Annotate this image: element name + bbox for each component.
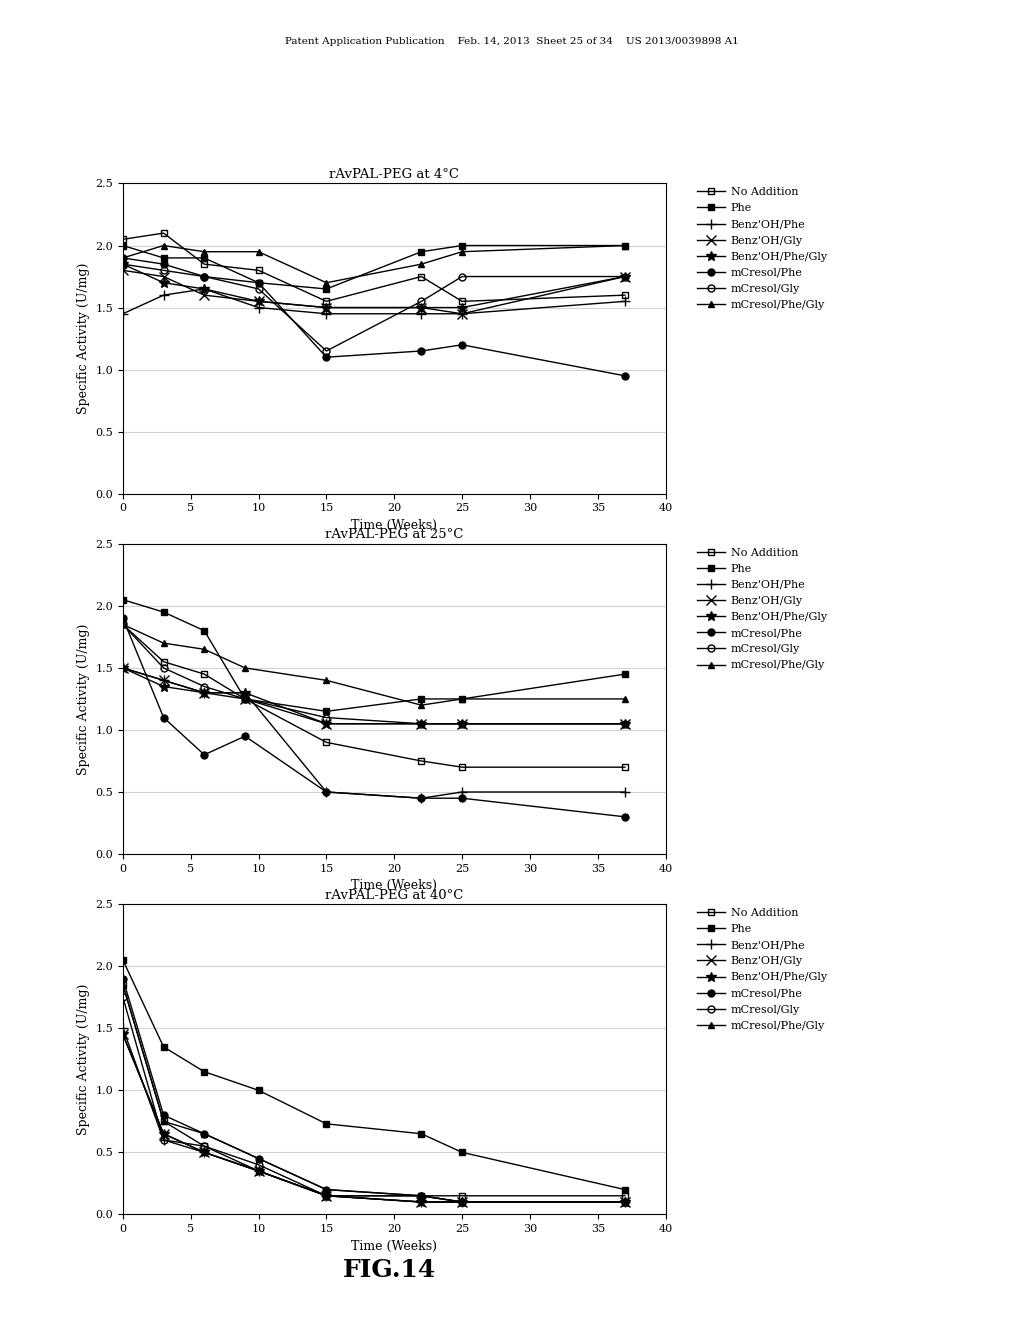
Y-axis label: Specific Activity (U/mg): Specific Activity (U/mg) — [77, 263, 90, 414]
X-axis label: Time (Weeks): Time (Weeks) — [351, 519, 437, 532]
X-axis label: Time (Weeks): Time (Weeks) — [351, 879, 437, 892]
Text: FIG.14: FIG.14 — [342, 1258, 436, 1282]
Title: rAvPAL-PEG at 4°C: rAvPAL-PEG at 4°C — [330, 168, 459, 181]
Legend: No Addition, Phe, Benz'OH/Phe, Benz'OH/Gly, Benz'OH/Phe/Gly, mCresol/Phe, mCreso: No Addition, Phe, Benz'OH/Phe, Benz'OH/G… — [693, 904, 833, 1035]
Legend: No Addition, Phe, Benz'OH/Phe, Benz'OH/Gly, Benz'OH/Phe/Gly, mCresol/Phe, mCreso: No Addition, Phe, Benz'OH/Phe, Benz'OH/G… — [693, 183, 833, 314]
X-axis label: Time (Weeks): Time (Weeks) — [351, 1239, 437, 1253]
Text: Patent Application Publication    Feb. 14, 2013  Sheet 25 of 34    US 2013/00398: Patent Application Publication Feb. 14, … — [285, 37, 739, 46]
Y-axis label: Specific Activity (U/mg): Specific Activity (U/mg) — [77, 623, 90, 775]
Title: rAvPAL-PEG at 25°C: rAvPAL-PEG at 25°C — [325, 528, 464, 541]
Legend: No Addition, Phe, Benz'OH/Phe, Benz'OH/Gly, Benz'OH/Phe/Gly, mCresol/Phe, mCreso: No Addition, Phe, Benz'OH/Phe, Benz'OH/G… — [693, 544, 833, 675]
Y-axis label: Specific Activity (U/mg): Specific Activity (U/mg) — [77, 983, 90, 1135]
Title: rAvPAL-PEG at 40°C: rAvPAL-PEG at 40°C — [325, 888, 464, 902]
